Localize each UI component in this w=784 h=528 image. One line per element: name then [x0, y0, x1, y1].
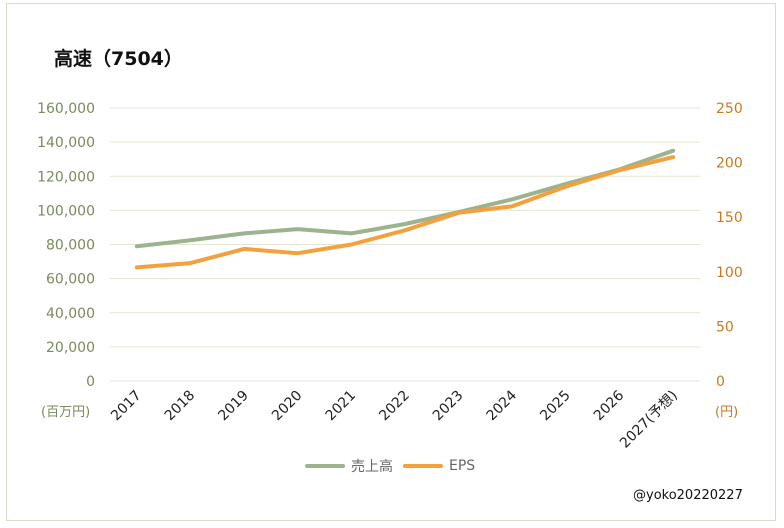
x-tick-label: 2023 — [430, 388, 467, 425]
left-tick-label: 0 — [86, 374, 95, 390]
right-tick-label: 200 — [716, 156, 743, 172]
x-tick-label: 2024 — [484, 387, 521, 424]
legend-swatch-eps — [403, 464, 443, 468]
x-tick-label: 2021 — [323, 388, 360, 425]
right-tick-label: 50 — [716, 319, 734, 335]
left-tick-label: 20,000 — [46, 340, 95, 356]
legend: 売上高 EPS — [305, 456, 475, 476]
x-tick-label: 2019 — [215, 388, 252, 425]
left-tick-label: 160,000 — [37, 101, 95, 117]
left-tick-label: 80,000 — [46, 238, 95, 254]
credit-handle: @yoko20220227 — [633, 488, 743, 503]
left-tick-label: 120,000 — [37, 169, 95, 185]
chart-frame — [6, 3, 776, 521]
x-tick-label: 2017 — [108, 388, 145, 425]
x-tick-label: 2027(予想) — [617, 388, 681, 452]
right-tick-label: 0 — [716, 374, 725, 390]
legend-item-eps: EPS — [403, 458, 475, 474]
legend-label-eps: EPS — [449, 458, 476, 474]
left-tick-label: 100,000 — [37, 203, 95, 219]
right-tick-label: 250 — [716, 101, 743, 117]
legend-item-sales: 売上高 — [305, 456, 393, 476]
right-tick-label: 150 — [716, 210, 743, 226]
x-tick-label: 2020 — [269, 388, 306, 425]
left-tick-label: 60,000 — [46, 272, 95, 288]
x-tick-label: 2018 — [162, 388, 199, 425]
chart-title: 高速（7504） — [54, 48, 183, 70]
right-axis-unit: (円) — [715, 405, 739, 420]
legend-swatch-sales — [305, 464, 345, 468]
left-tick-label: 140,000 — [37, 135, 95, 151]
legend-label-sales: 売上高 — [351, 459, 393, 475]
left-axis-unit: (百万円) — [41, 405, 91, 420]
right-tick-label: 100 — [716, 265, 743, 281]
left-tick-label: 40,000 — [46, 306, 95, 322]
x-tick-label: 2025 — [537, 388, 574, 425]
x-tick-label: 2022 — [376, 388, 413, 425]
x-tick-label: 2026 — [591, 387, 628, 424]
series-line-eps — [134, 155, 676, 270]
